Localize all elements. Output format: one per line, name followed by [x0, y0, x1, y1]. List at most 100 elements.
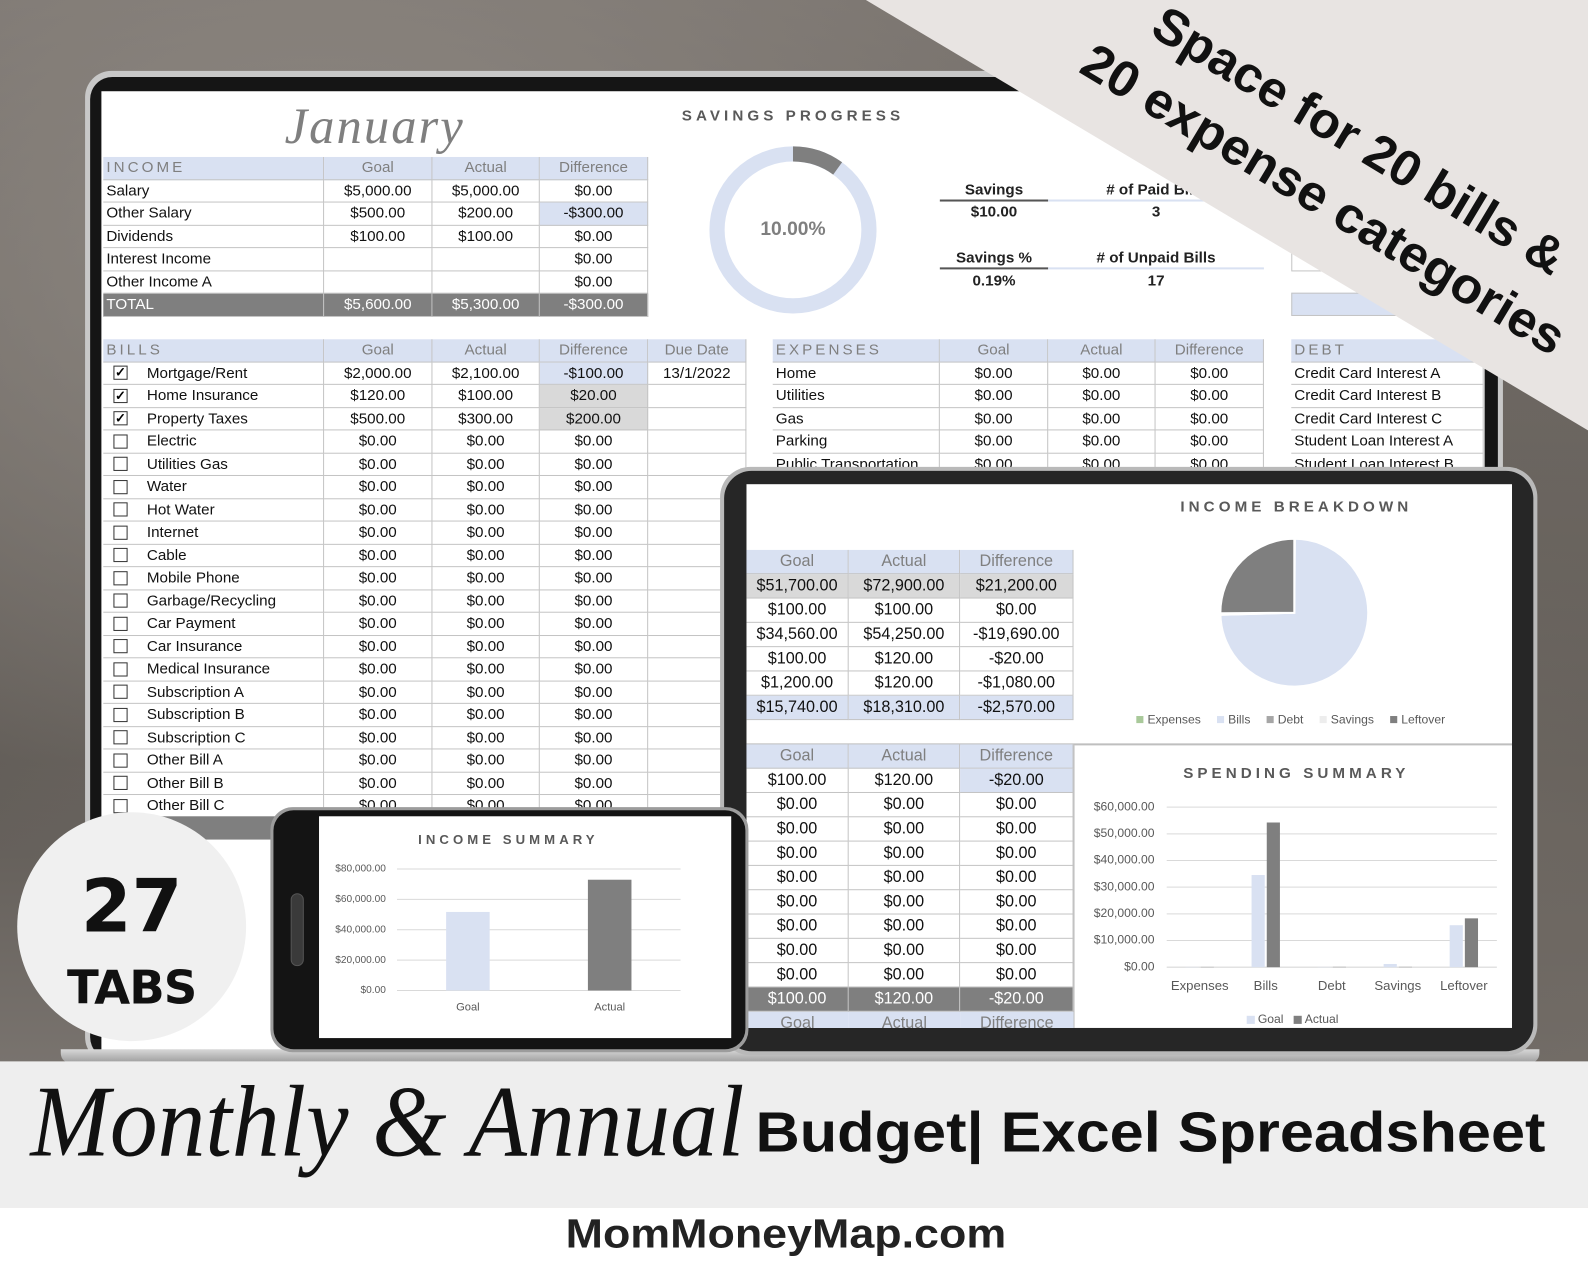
- phone-screen: [319, 816, 732, 1039]
- checkbox: [113, 570, 128, 585]
- checkbox: [113, 593, 128, 608]
- table-cell: $0.00: [432, 635, 540, 659]
- table-cell: $0.00: [539, 681, 649, 704]
- table-cell: $0.00: [324, 589, 433, 613]
- table-cell: $0.00: [432, 681, 540, 704]
- table-cell: -$19,690.00: [960, 622, 1074, 648]
- x-tick-label: Actual: [594, 1002, 625, 1014]
- bar: [1464, 918, 1479, 968]
- y-tick-label: $80,000.00: [335, 864, 386, 875]
- legend-swatch: [1136, 716, 1144, 724]
- table-cell: $5,000.00: [324, 179, 433, 203]
- table-cell: $0.00: [960, 817, 1074, 842]
- table-cell: $100.00: [746, 768, 849, 793]
- table-cell: EXPENSES: [772, 339, 940, 363]
- table-cell: Credit Card Interest A: [1291, 362, 1484, 385]
- table-cell: $0.00: [324, 567, 433, 590]
- table-cell: Car Payment: [103, 612, 325, 636]
- table-cell: $0.00: [539, 179, 649, 203]
- table-cell: $72,900.00: [848, 574, 961, 599]
- divider: [1072, 745, 1075, 1028]
- legend-label: Debt: [1278, 712, 1304, 726]
- table-cell: $100.00: [746, 647, 849, 672]
- table-cell: $0.00: [960, 865, 1074, 891]
- x-tick-label: Debt: [1318, 978, 1346, 993]
- table-cell: $0.00: [324, 521, 433, 545]
- table-cell: $0.00: [960, 938, 1074, 964]
- table-cell: -$20.00: [960, 647, 1074, 672]
- checkbox: ✓: [113, 411, 128, 426]
- table-cell: Difference: [539, 339, 649, 363]
- table-cell: $0.00: [746, 890, 849, 915]
- table-cell: $0.00: [539, 498, 649, 522]
- table-cell: Utilities Gas: [103, 453, 325, 476]
- table-cell: Actual: [1048, 339, 1156, 363]
- pie-slice: [1219, 537, 1296, 615]
- table-cell: Internet: [103, 521, 325, 545]
- y-tick-label: $20,000.00: [335, 955, 386, 966]
- legend-swatch: [1390, 716, 1398, 724]
- table-cell: $0.00: [539, 749, 649, 773]
- table-cell: $0.00: [324, 726, 433, 750]
- table-cell: $0.00: [848, 890, 961, 915]
- table-cell: [648, 407, 747, 431]
- pie-slice: [1219, 537, 1370, 688]
- table-cell: $15,740.00: [746, 695, 849, 721]
- y-tick-label: $60,000.00: [1094, 799, 1155, 813]
- table-cell: $0.00: [539, 635, 649, 659]
- bar: [1449, 925, 1463, 968]
- table-cell: Home: [772, 362, 940, 385]
- bar: [1251, 875, 1265, 968]
- footer-title: Budget| Excel Spreadsheet: [756, 1101, 1546, 1164]
- x-tick-label: Expenses: [1171, 978, 1229, 993]
- table-cell: $0.00: [539, 453, 649, 476]
- table-cell: $0.00: [432, 498, 540, 522]
- table-cell: -$1,080.00: [960, 671, 1074, 696]
- checkbox: ✓: [113, 388, 128, 403]
- table-cell: Actual: [848, 744, 961, 769]
- table-cell: $0.00: [324, 544, 433, 568]
- legend-swatch: [1293, 1015, 1302, 1024]
- table-cell: Goal: [746, 744, 849, 769]
- table-cell: $0.00: [939, 430, 1049, 454]
- table-cell: Difference: [539, 156, 649, 180]
- table-cell: [432, 270, 540, 294]
- table-cell: $120.00: [848, 987, 961, 1012]
- table-cell: $0.00: [1048, 430, 1156, 454]
- table-cell: $0.00: [848, 841, 961, 866]
- table-cell: Actual: [432, 156, 540, 180]
- x-tick-label: Savings: [1374, 978, 1421, 993]
- checkbox: [113, 433, 128, 449]
- table-cell: Gas: [772, 407, 940, 431]
- table-cell: $54,250.00: [848, 622, 961, 648]
- table-cell: $0.00: [324, 681, 433, 704]
- legend-label: Actual: [1305, 1012, 1339, 1026]
- table-cell: $0.00: [432, 589, 540, 613]
- y-tick-label: $40,000.00: [335, 924, 386, 935]
- table-cell: INCOME: [103, 156, 325, 180]
- table-cell: $0.00: [432, 544, 540, 568]
- table-cell: $0.00: [539, 475, 649, 499]
- chart-title: SPENDING SUMMARY: [1183, 765, 1409, 782]
- table-cell: -$20.00: [960, 987, 1074, 1012]
- legend-label: Savings: [1331, 712, 1374, 726]
- table-cell: Difference: [960, 744, 1074, 769]
- stat-value: $10.00: [970, 203, 1018, 221]
- table-cell: $34,560.00: [746, 622, 849, 648]
- stat-value: 3: [1151, 203, 1161, 221]
- table-cell: $120.00: [324, 384, 433, 408]
- table-cell: $0.00: [432, 521, 540, 545]
- table-cell: $0.00: [848, 817, 961, 842]
- y-tick-label: $50,000.00: [1094, 826, 1155, 840]
- table-cell: $0.00: [746, 963, 849, 988]
- checkbox: [113, 639, 128, 654]
- bar: [587, 879, 632, 991]
- table-cell: $51,700.00: [746, 574, 849, 599]
- donut-track: [709, 146, 877, 314]
- table-cell: $0.00: [539, 612, 649, 636]
- table-cell: Credit Card Interest B: [1291, 384, 1484, 408]
- table-cell: Difference: [960, 549, 1074, 575]
- table-cell: [648, 430, 747, 454]
